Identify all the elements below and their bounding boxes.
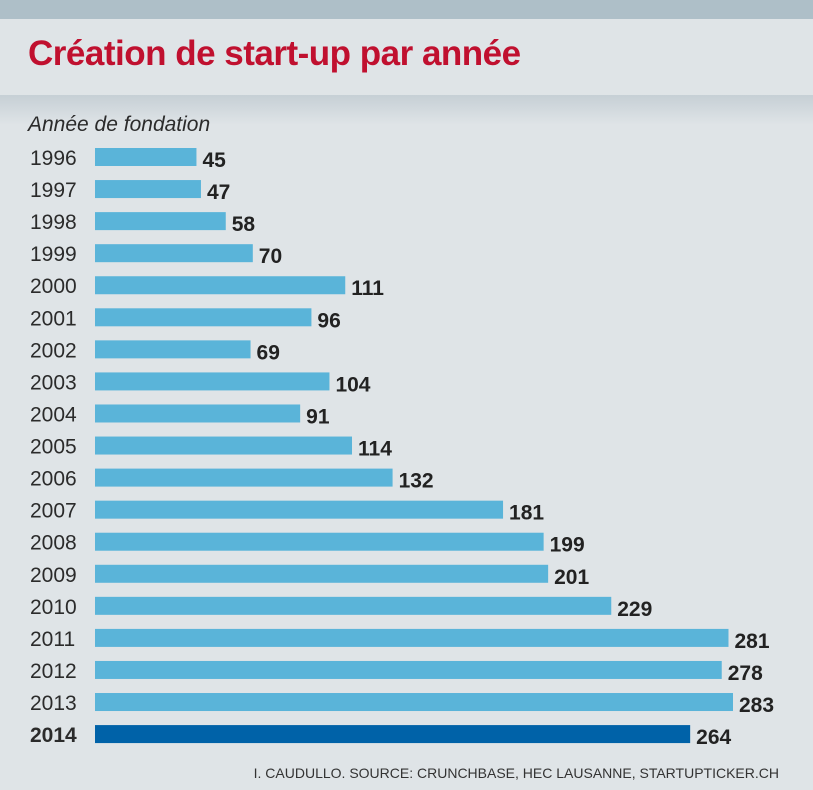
category-label: 2014 <box>30 724 77 747</box>
value-label: 201 <box>554 566 589 589</box>
bar-2014 <box>95 725 691 744</box>
bar-2013 <box>95 693 733 712</box>
bar-1998 <box>95 212 226 231</box>
category-label: 1998 <box>30 211 77 234</box>
value-label: 58 <box>232 213 256 236</box>
value-label: 70 <box>259 245 282 268</box>
bar-2002 <box>95 340 251 359</box>
bar-1997 <box>95 180 201 199</box>
category-label: 2011 <box>30 628 75 651</box>
category-label: 2003 <box>30 371 77 394</box>
bar-2005 <box>95 436 353 455</box>
value-label: 91 <box>306 405 330 428</box>
top-strip <box>0 0 813 19</box>
value-label: 264 <box>696 726 731 749</box>
category-label: 2007 <box>30 500 77 523</box>
value-label: 229 <box>617 598 652 621</box>
category-label: 2013 <box>30 692 77 715</box>
source-credit: I. CAUDULLO. SOURCE: CRUNCHBASE, HEC LAU… <box>253 765 779 781</box>
category-label: 2012 <box>30 660 77 683</box>
value-label: 114 <box>358 438 392 461</box>
value-label: 278 <box>728 662 763 685</box>
bar-2009 <box>95 564 549 583</box>
value-label: 283 <box>739 694 774 717</box>
value-label: 96 <box>317 309 340 332</box>
bar-2011 <box>95 628 729 647</box>
value-label: 281 <box>734 630 769 653</box>
value-label: 132 <box>399 470 434 493</box>
bar-2004 <box>95 404 301 423</box>
value-label: 47 <box>207 181 230 204</box>
value-label: 104 <box>335 373 370 396</box>
bar-2012 <box>95 660 722 679</box>
value-label: 181 <box>509 502 544 525</box>
chart-title: Création de start-up par année <box>28 34 521 73</box>
bar-2010 <box>95 596 612 615</box>
category-label: 2008 <box>30 532 77 555</box>
category-label: 2001 <box>30 307 77 330</box>
bar-2006 <box>95 468 393 487</box>
bar-1996 <box>95 148 197 166</box>
category-label: 1997 <box>30 179 77 202</box>
category-label: 2005 <box>30 436 77 459</box>
bar-2000 <box>95 276 346 295</box>
bar-2003 <box>95 372 330 391</box>
value-label: 69 <box>257 341 280 364</box>
category-label: 2002 <box>30 339 77 362</box>
category-label: 1999 <box>30 243 77 266</box>
category-label: 1996 <box>30 147 77 170</box>
bar-2001 <box>95 308 312 327</box>
axis-label: Année de fondation <box>28 113 211 136</box>
bar-2007 <box>95 500 504 519</box>
bar-2008 <box>95 532 544 551</box>
title-band <box>0 19 813 95</box>
value-label: 45 <box>202 149 226 172</box>
category-label: 2010 <box>30 596 77 619</box>
category-label: 2004 <box>30 403 77 426</box>
category-label: 2006 <box>30 468 77 491</box>
title-shadow <box>0 95 813 125</box>
category-label: 2009 <box>30 564 77 587</box>
category-label: 2000 <box>30 275 77 298</box>
value-label: 199 <box>550 534 585 557</box>
value-label: 111 <box>351 277 384 300</box>
bar-1999 <box>95 244 253 263</box>
